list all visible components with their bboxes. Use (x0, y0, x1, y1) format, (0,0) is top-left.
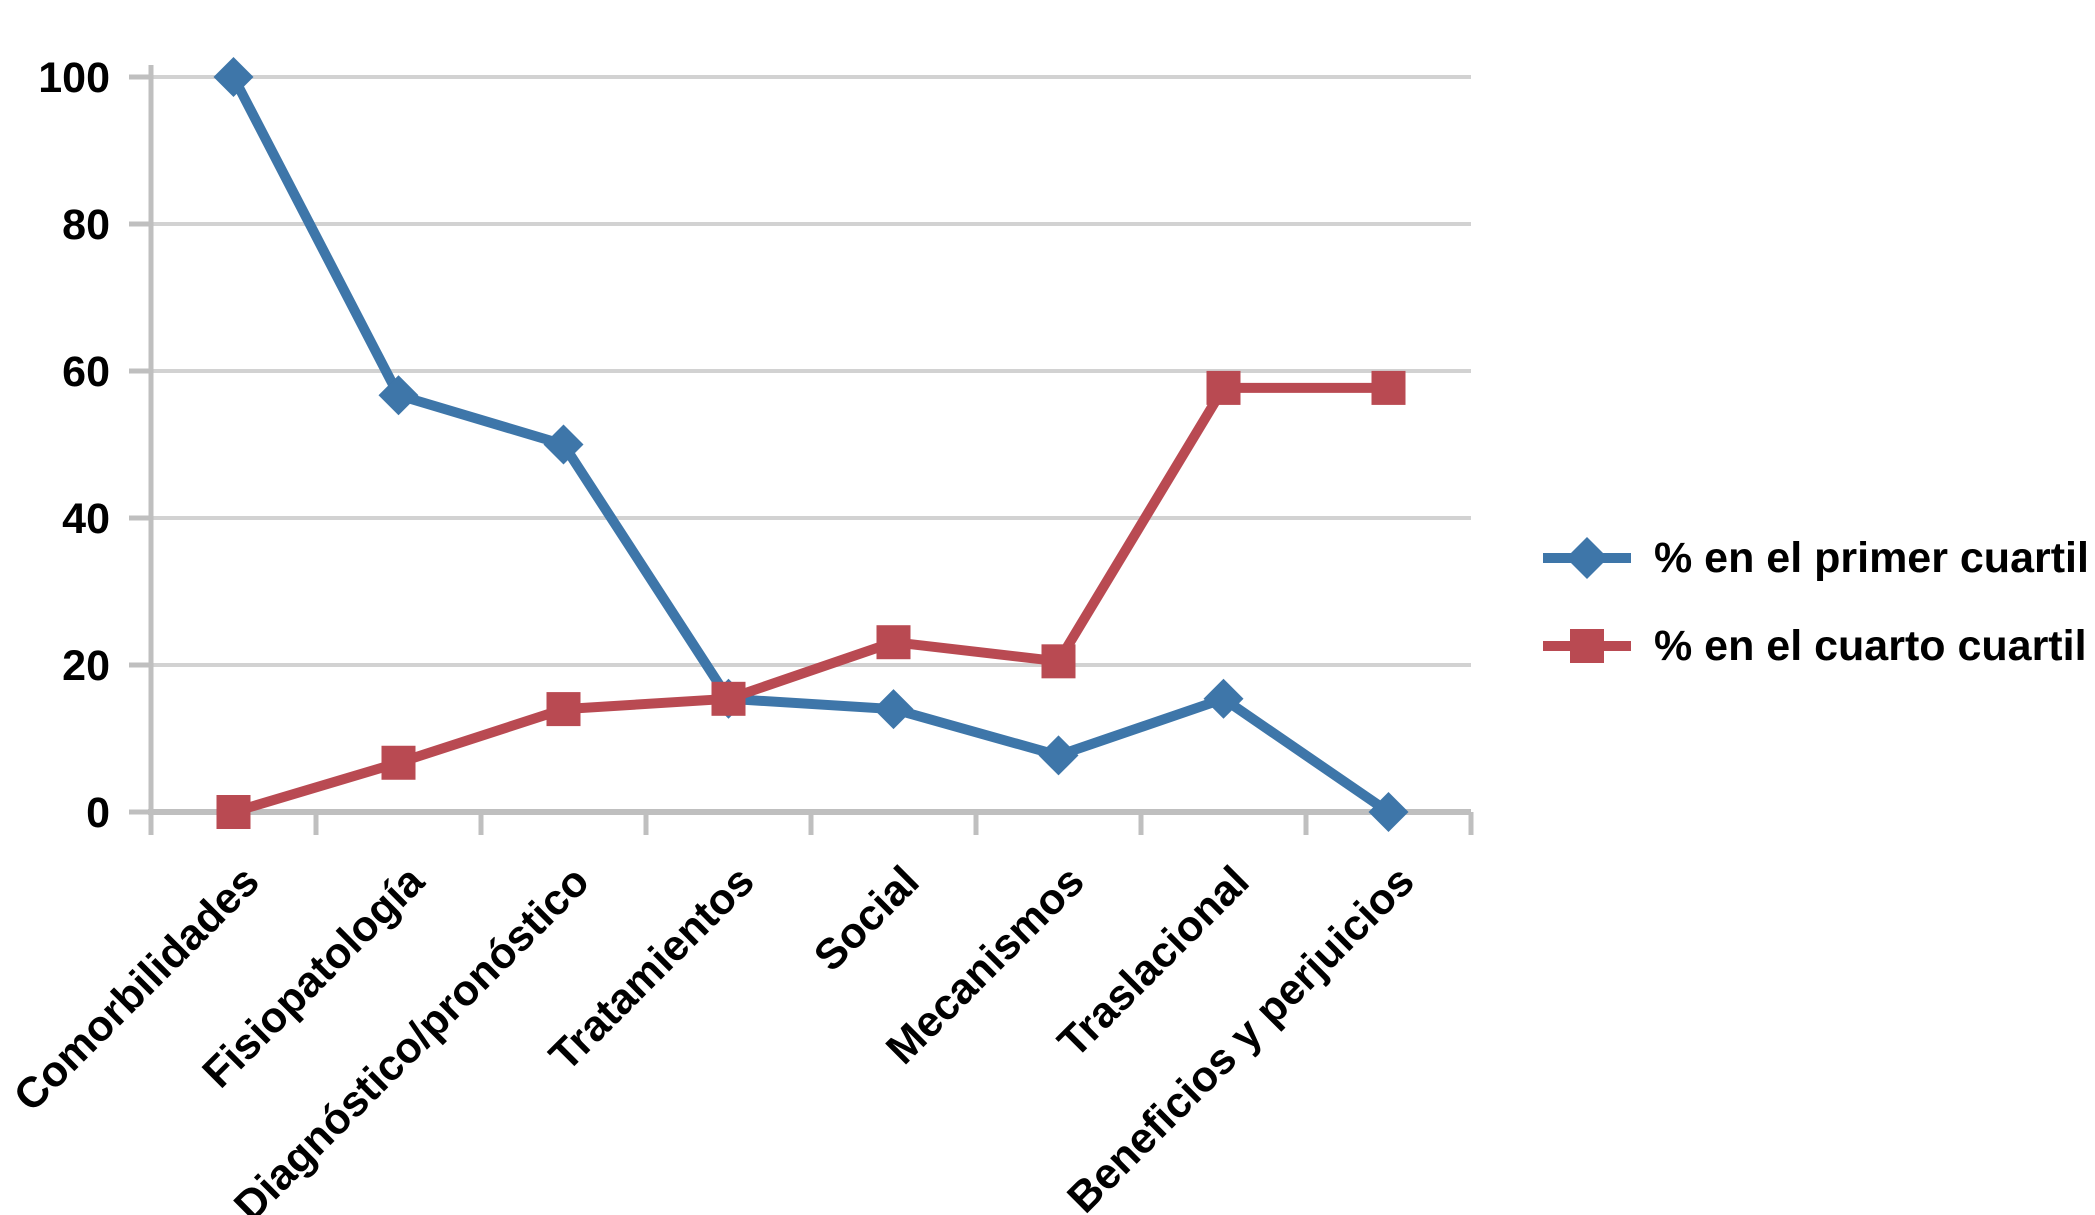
y-tick-label: 40 (62, 495, 110, 543)
data-point-diamond (873, 689, 914, 730)
y-tick-label: 20 (62, 642, 110, 690)
y-tick-label: 100 (38, 54, 110, 102)
legend-item-primer-cuartil: % en el primer cuartil (1543, 527, 2089, 589)
legend-marker-red-square-icon (1543, 629, 1631, 663)
y-tick-label: 0 (86, 789, 110, 837)
category-label: Social (805, 857, 929, 981)
data-point-square (1371, 370, 1406, 405)
data-point-square (381, 745, 416, 780)
y-tick-label: 60 (62, 348, 110, 396)
series-line-primer-cuartil (229, 74, 1392, 817)
data-point-square (876, 625, 911, 660)
y-tick-label: 80 (62, 201, 110, 249)
data-point-diamond (1038, 735, 1079, 776)
legend-item-cuarto-cuartil: % en el cuarto cuartil (1543, 615, 2089, 677)
data-point-diamond (1203, 678, 1244, 719)
legend-marker-blue-diamond-icon (1543, 537, 1631, 579)
legend-label-primer-cuartil: % en el primer cuartil (1654, 533, 2089, 582)
data-point-diamond (543, 424, 584, 465)
data-point-diamond (213, 57, 254, 97)
data-point-square (1206, 370, 1241, 405)
data-point-diamond (1368, 792, 1409, 832)
legend-label-cuarto-cuartil: % en el cuarto cuartil (1654, 621, 2087, 670)
data-point-square (711, 681, 746, 716)
data-point-square (216, 795, 251, 829)
data-point-diamond (378, 375, 419, 416)
data-point-square (546, 692, 581, 727)
chart-legend: % en el primer cuartil % en el cuarto cu… (1543, 527, 2089, 677)
series-line-cuarto-cuartil (232, 382, 1389, 817)
data-point-square (1041, 644, 1076, 679)
